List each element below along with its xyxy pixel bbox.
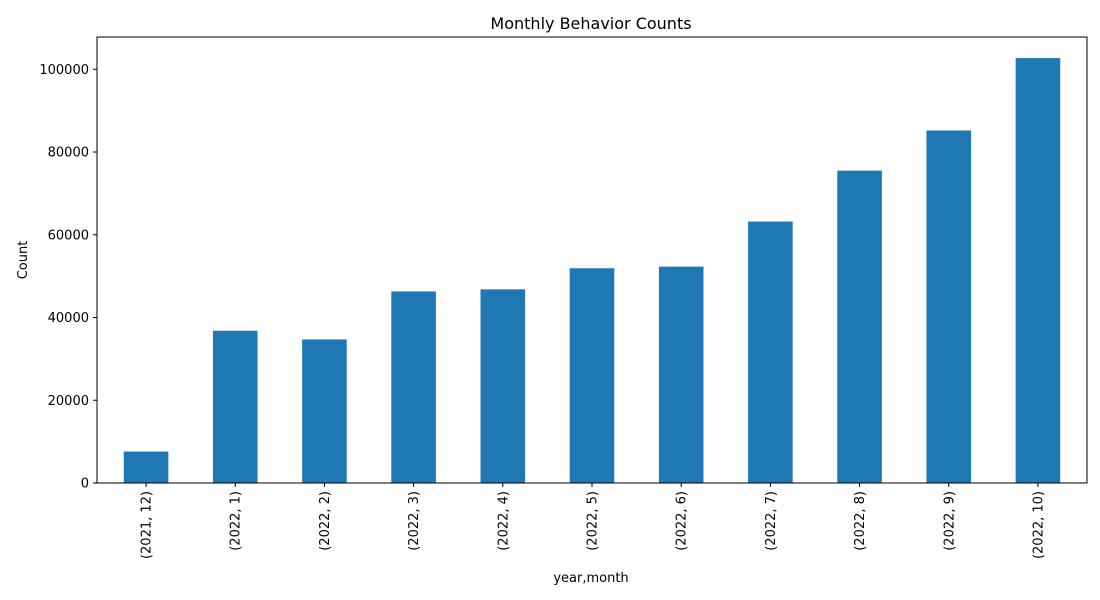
y-tick-label: 40000 bbox=[48, 311, 89, 326]
y-axis-title: Count bbox=[16, 241, 31, 280]
y-axis: 0 20000 40000 60000 80000 100000 bbox=[39, 63, 97, 492]
x-tick-label: (2022, 10) bbox=[1031, 491, 1046, 559]
bar-3 bbox=[391, 291, 436, 483]
bar-0 bbox=[123, 451, 169, 483]
y-tick-label: 80000 bbox=[48, 146, 89, 161]
y-tick-label: 0 bbox=[81, 477, 89, 492]
bar-4 bbox=[480, 289, 526, 483]
bar-9 bbox=[926, 130, 972, 483]
x-axis: (2021, 12) (2022, 1) (2022, 2) (2022, 3) (20… bbox=[140, 483, 1046, 559]
x-tick-label: (2022, 9) bbox=[942, 491, 957, 551]
bar-10 bbox=[1015, 58, 1061, 483]
x-tick-label: (2022, 2) bbox=[318, 491, 333, 551]
y-tick-label: 20000 bbox=[48, 394, 89, 409]
x-tick-label: (2022, 5) bbox=[586, 491, 601, 551]
bar-8 bbox=[837, 170, 882, 483]
x-tick-label: (2022, 4) bbox=[496, 491, 511, 551]
y-tick-label: 100000 bbox=[39, 63, 89, 78]
bars-group bbox=[123, 58, 1061, 483]
x-tick-label: (2022, 1) bbox=[229, 491, 244, 551]
x-tick-label: (2022, 3) bbox=[407, 491, 422, 551]
x-tick-label: (2021, 12) bbox=[140, 491, 155, 559]
x-tick-label: (2022, 6) bbox=[675, 491, 690, 551]
x-tick-label: (2022, 7) bbox=[764, 491, 779, 551]
chart-title: Monthly Behavior Counts bbox=[490, 14, 691, 33]
x-axis-title: year,month bbox=[553, 571, 628, 586]
bar-5 bbox=[569, 268, 615, 483]
bar-6 bbox=[658, 266, 704, 483]
bar-1 bbox=[212, 330, 258, 483]
bar-7 bbox=[748, 221, 793, 483]
bar-2 bbox=[302, 339, 347, 483]
y-tick-label: 60000 bbox=[48, 228, 89, 243]
x-tick-label: (2022, 8) bbox=[853, 491, 868, 551]
